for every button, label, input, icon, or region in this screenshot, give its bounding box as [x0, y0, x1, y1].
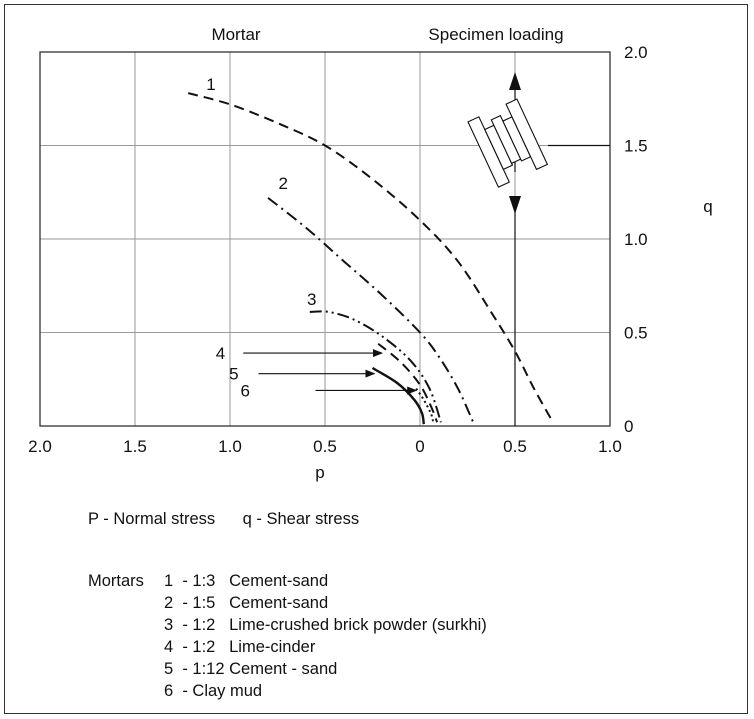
curve-label-1: 1 [206, 75, 215, 94]
curve-5 [371, 367, 425, 425]
curve-3 [309, 310, 442, 423]
x-tick-label: 0.5 [313, 437, 337, 456]
y-tick-label: 0 [624, 417, 633, 436]
y-tick-label: 1.5 [624, 137, 648, 156]
x-tick-label: 1.0 [598, 437, 622, 456]
stress-definition: P - Normal stress q - Shear stress [88, 510, 360, 528]
plot-area [39, 51, 611, 427]
header-mortar: Mortar [211, 25, 260, 44]
legend-item-1: 1 - 1:3 Cement-sand [164, 572, 329, 590]
specimen-loading-diagram [467, 72, 610, 426]
figure-frame [4, 4, 748, 714]
specimen-icon [467, 98, 549, 188]
curve-label-6: 6 [240, 381, 249, 400]
y-tick-label: 0.5 [624, 324, 648, 343]
curve-label-2: 2 [278, 174, 287, 193]
curve-label-3: 3 [307, 290, 316, 309]
legend-item-2: 2 - 1:5 Cement-sand [164, 594, 329, 612]
x-tick-label: 0 [415, 437, 424, 456]
y-tick-labels: 0 0.5 1.0 1.5 2.0 [624, 43, 648, 436]
curve-2 [267, 197, 475, 423]
header-specimen-loading: Specimen loading [428, 25, 563, 44]
x-tick-label: 2.0 [28, 437, 52, 456]
curve-6 [415, 388, 435, 425]
y-tick-label: 2.0 [624, 43, 648, 62]
x-axis-label: p [315, 463, 324, 482]
legend-item-6: 6 - Clay mud [164, 682, 263, 700]
x-tick-label: 1.0 [218, 437, 242, 456]
legend-item-4: 4 - 1:2 Lime-cinder [164, 638, 316, 656]
arrow-up-icon [509, 72, 521, 90]
label-arrows [243, 349, 418, 395]
x-tick-label: 0.5 [503, 437, 527, 456]
legend-item-5: 5 - 1:12 Cement - sand [164, 660, 338, 678]
curve-labels: 1 2 3 456 [206, 75, 316, 401]
legend-item-3: 3 - 1:2 Lime-crushed brick powder (surkh… [164, 616, 487, 634]
curve-group [187, 92, 554, 425]
x-tick-label: 1.5 [123, 437, 147, 456]
curve-label-4: 4 [216, 344, 225, 363]
curve-label-5: 5 [229, 365, 238, 384]
curve-4 [377, 342, 439, 423]
x-tick-labels: 2.0 1.5 1.0 0.5 0 0.5 1.0 [28, 437, 622, 456]
arrow-down-icon [509, 196, 521, 214]
specimen-plate-right [505, 98, 549, 171]
y-tick-label: 1.0 [624, 230, 648, 249]
y-axis-label: q [703, 197, 712, 216]
mortars-label: Mortars [88, 572, 144, 590]
